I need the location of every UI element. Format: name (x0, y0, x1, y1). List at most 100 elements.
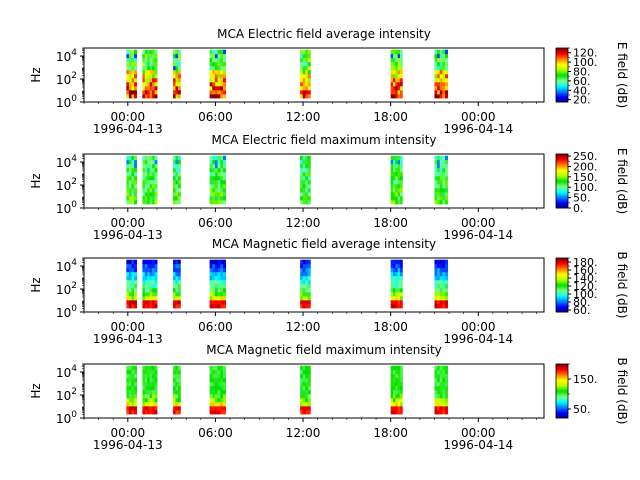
spectrogram-cell (131, 287, 135, 293)
colorbar-step (556, 283, 568, 286)
spectrogram-cell (173, 283, 176, 289)
spectrogram-cell (439, 381, 443, 387)
spectrogram-cell (434, 365, 438, 371)
spectrogram-cell (444, 195, 449, 201)
spectrogram-cell (390, 73, 394, 79)
spectrogram-cell (393, 287, 396, 293)
spectrogram-cell (395, 263, 399, 269)
spectrogram-cell (131, 77, 135, 83)
y-tick-label: 100 (56, 410, 77, 426)
spectrogram-cell (212, 65, 216, 71)
spectrogram-cell (214, 397, 219, 403)
spectrogram-cell (397, 279, 401, 285)
data-segment (173, 259, 181, 309)
spectrogram-cell (175, 199, 179, 205)
spectrogram-cell (437, 81, 441, 87)
spectrogram-cell (209, 85, 213, 91)
colorbar-step (556, 278, 568, 280)
colorbar-step (556, 384, 568, 386)
spectrogram-cell (177, 171, 181, 177)
spectrogram-cell (437, 191, 441, 197)
spectrogram-cell (444, 53, 449, 59)
spectrogram-cell (149, 175, 153, 181)
spectrogram-cell (437, 179, 441, 185)
spectrogram-cell (444, 69, 449, 75)
spectrogram-cell (300, 389, 304, 395)
spectrogram-cell (144, 295, 148, 301)
spectrogram-cell (217, 49, 221, 55)
spectrogram-cell (214, 61, 219, 67)
spectrogram-cell (300, 259, 304, 265)
colorbar-step (556, 370, 568, 373)
spectrogram-cell (131, 85, 135, 91)
spectrogram-cell (437, 287, 441, 293)
spectrogram-cell (142, 179, 146, 185)
spectrogram-cell (434, 389, 438, 395)
spectrogram-cell (222, 381, 227, 387)
colorbar-step (556, 374, 568, 377)
spectrogram-cell (302, 385, 306, 391)
spectrogram-cell (300, 89, 304, 95)
spectrogram-cell (393, 179, 396, 185)
spectrogram-cell (144, 159, 148, 165)
spectrogram-cell (390, 381, 394, 387)
x-date-label: 1996-04-13 (93, 228, 163, 242)
spectrogram-cell (128, 385, 132, 391)
spectrogram-cell (175, 287, 179, 293)
spectrogram-cell (222, 303, 227, 309)
spectrogram-cell (217, 385, 221, 391)
spectrogram-cell (395, 167, 399, 173)
spectrogram-cell (444, 267, 449, 273)
colorbar-step (556, 285, 568, 287)
spectrogram-cell (149, 171, 153, 177)
spectrogram-cell (442, 299, 446, 305)
colorbar-step (556, 65, 568, 68)
spectrogram-cell (149, 77, 153, 83)
spectrogram-cell (149, 373, 153, 379)
colorbar-step (556, 395, 568, 397)
spectrogram-cell (307, 287, 311, 293)
spectrogram-cell (442, 295, 446, 301)
colorbar-step (556, 99, 568, 102)
spectrogram-cell (307, 159, 311, 165)
spectrogram-cell (149, 81, 153, 87)
spectrogram-cell (217, 389, 221, 395)
spectrogram-cell (126, 57, 130, 63)
spectrogram-cell (397, 299, 401, 305)
spectrogram-cell (300, 369, 304, 375)
spectrogram-cell (439, 283, 443, 289)
x-date-label: 1996-04-13 (93, 438, 163, 452)
spectrogram-cell (209, 259, 213, 265)
spectrogram-cell (209, 69, 213, 75)
spectrogram-cell (154, 377, 158, 383)
colorbar-step (556, 275, 568, 278)
colorbar-step (556, 56, 568, 58)
spectrogram-cell (128, 275, 132, 281)
spectrogram-cell (134, 183, 137, 189)
spectrogram-cell (212, 263, 216, 269)
spectrogram-cell (439, 299, 443, 305)
colorbar-frame (555, 363, 569, 419)
spectrogram-cell (154, 405, 158, 411)
spectrogram-cell (220, 179, 224, 185)
spectrogram-cell (177, 275, 181, 281)
spectrogram-cell (214, 283, 219, 289)
spectrogram-cell (442, 389, 446, 395)
spectrogram-cell (142, 195, 146, 201)
spectrogram-cell (220, 57, 224, 63)
spectrogram-data (126, 155, 449, 205)
spectrogram-cell (142, 279, 146, 285)
spectrogram-cell (393, 57, 396, 63)
spectrogram-cell (128, 365, 132, 371)
spectrogram-cell (154, 81, 158, 87)
spectrogram-cell (126, 271, 130, 277)
colorbar-step (556, 80, 568, 83)
spectrogram-cell (393, 381, 396, 387)
spectrogram-cell (152, 89, 155, 95)
spectrogram-cell (217, 179, 221, 185)
spectrogram-cell (434, 53, 438, 59)
spectrogram-cell (434, 295, 438, 301)
spectrogram-cell (173, 401, 176, 407)
spectrogram-cell (400, 381, 403, 387)
y-tick-label: 102 (56, 281, 77, 297)
